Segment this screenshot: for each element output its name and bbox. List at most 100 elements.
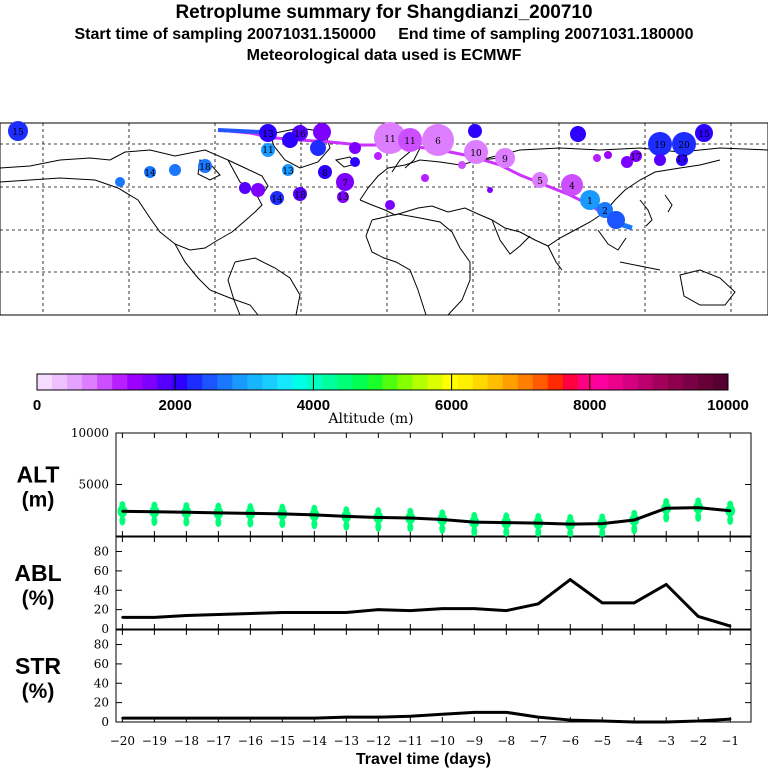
data-point xyxy=(569,718,572,722)
plume-day-label: 9 xyxy=(502,155,508,165)
plume-day-label: 10 xyxy=(470,149,482,159)
altitude-marker xyxy=(215,517,222,528)
x-tick-label: −10 xyxy=(430,734,455,748)
altitude-marker xyxy=(663,512,670,523)
data-point xyxy=(313,611,316,614)
plume-circle xyxy=(115,177,125,187)
colorbar-cell xyxy=(277,374,293,390)
plume-circle xyxy=(695,124,713,142)
altitude-marker xyxy=(119,515,126,526)
data-point xyxy=(633,601,636,605)
x-tick-label: −15 xyxy=(270,734,295,748)
colorbar-cell xyxy=(157,374,173,390)
altitude-marker xyxy=(471,526,478,537)
data-point xyxy=(345,515,348,518)
data-point xyxy=(345,715,348,719)
data-point xyxy=(505,711,508,714)
colorbar-cell xyxy=(472,374,488,390)
data-point xyxy=(121,716,124,720)
data-point xyxy=(633,720,636,724)
data-point xyxy=(185,614,188,617)
colorbar-cell xyxy=(502,374,518,390)
plume-circle xyxy=(239,182,251,194)
data-point xyxy=(249,512,252,515)
altitude-marker xyxy=(663,498,670,507)
altitude-marker xyxy=(311,519,318,530)
plume-day-label: 20 xyxy=(678,141,690,151)
data-point xyxy=(281,512,284,516)
data-point xyxy=(249,612,252,615)
colorbar-cell xyxy=(292,374,308,390)
plume-day-label: 15 xyxy=(698,130,710,140)
altitude-marker xyxy=(695,511,702,522)
colorbar-cell xyxy=(412,374,428,390)
plume-day-label: 13 xyxy=(337,193,349,203)
y-tick-label: 80 xyxy=(94,545,109,559)
data-point xyxy=(697,615,700,618)
x-tick-label: −13 xyxy=(334,734,359,748)
y-tick-label: 60 xyxy=(94,564,109,578)
x-tick-label: −17 xyxy=(206,734,231,748)
colorbar-cell xyxy=(562,374,579,390)
plume-circle xyxy=(313,123,331,141)
time-series-panels: 100005000ALT(m)020406080ABL(%)020406080S… xyxy=(14,426,752,768)
x-tick-label: −2 xyxy=(689,734,707,748)
panel-unit: (m) xyxy=(22,489,55,512)
colorbar-cell xyxy=(592,374,609,390)
plume-day-label: 5 xyxy=(537,177,543,187)
altitude-marker xyxy=(535,512,542,521)
data-point xyxy=(217,716,220,720)
plume-circle xyxy=(144,166,156,178)
colorbar-tick-label: 10000 xyxy=(707,397,749,414)
plume-circle xyxy=(259,124,277,142)
altitude-marker xyxy=(599,527,606,538)
colorbar-tick-label: 6000 xyxy=(435,397,468,414)
data-point xyxy=(121,510,124,513)
plume-day-label: 4 xyxy=(569,182,575,192)
plume-circle xyxy=(621,156,633,168)
panel-unit: (%) xyxy=(22,680,55,703)
upper-track-line xyxy=(217,128,261,134)
colorbar-cell xyxy=(67,374,83,390)
plume-circle xyxy=(422,124,454,156)
plume-day-label: 8 xyxy=(322,169,328,179)
altitude-marker xyxy=(183,502,190,511)
colorbar-cell xyxy=(187,374,203,390)
colorbar-cell xyxy=(637,374,654,390)
data-point xyxy=(537,715,540,719)
x-tick-label: −14 xyxy=(302,734,328,748)
altitude-marker xyxy=(375,507,382,516)
data-point xyxy=(409,516,412,520)
x-tick-label: −3 xyxy=(657,734,675,748)
data-point xyxy=(537,521,540,525)
x-tick-label: −19 xyxy=(142,734,167,748)
colorbar-cells xyxy=(37,374,729,390)
colorbar-cell xyxy=(172,374,188,390)
plume-day-label: 11 xyxy=(384,135,395,145)
altitude-marker xyxy=(247,503,254,512)
data-point xyxy=(537,602,540,606)
plume-circle xyxy=(336,173,354,191)
series-line xyxy=(122,710,731,724)
altitude-marker xyxy=(439,509,446,518)
colorbar-cell xyxy=(682,374,699,390)
panel-alt: 10000 5000 ALT(m) xyxy=(16,426,752,539)
met-data-subtitle: Meteorological data used is ECMWF xyxy=(246,47,522,64)
y-tick-label: 40 xyxy=(94,583,109,597)
retroplume-circles xyxy=(8,121,713,229)
altitude-marker xyxy=(375,521,382,532)
plume-circle xyxy=(251,183,265,197)
plume-day-label: 14 xyxy=(271,195,283,205)
plume-circle xyxy=(198,159,212,173)
plume-circle xyxy=(310,140,326,156)
colorbar-cell xyxy=(112,374,128,390)
plume-circle xyxy=(374,152,382,160)
colorbar-cell xyxy=(382,374,398,390)
colorbar-cell xyxy=(622,374,639,390)
colorbar-tick-label: 0 xyxy=(33,397,41,414)
panel-unit: (%) xyxy=(22,587,55,610)
panel-title: ABL xyxy=(14,560,61,586)
colorbar-cell xyxy=(487,374,503,390)
data-point xyxy=(185,716,188,720)
plume-circle xyxy=(349,142,361,154)
